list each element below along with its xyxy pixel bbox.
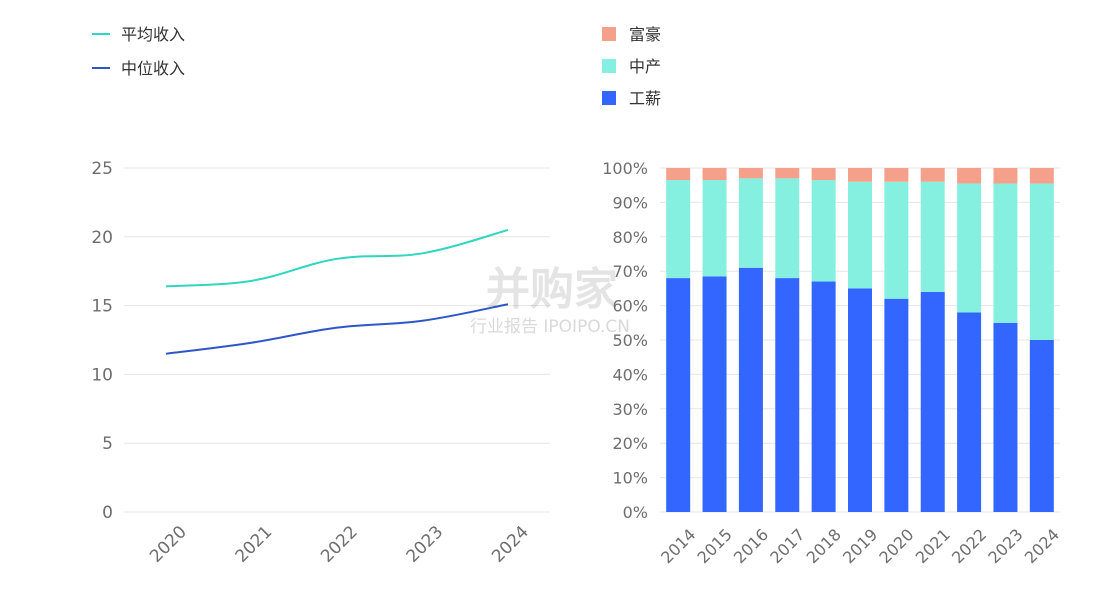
legend-label: 富豪 (629, 25, 661, 44)
bar-segment (848, 181, 872, 289)
x-tick-label: 2021 (912, 525, 954, 567)
bar-segment (884, 298, 909, 512)
bar-segment (920, 181, 945, 292)
bar-segment (1029, 168, 1054, 184)
y-tick-label: 5 (102, 434, 113, 454)
y-tick-label: 0% (623, 503, 648, 522)
x-tick-label: 2017 (766, 525, 808, 567)
y-tick-label: 30% (612, 400, 648, 419)
bar-segment (957, 168, 982, 184)
bar-segment (738, 168, 763, 179)
bar-segment (666, 278, 691, 512)
bar-segment (702, 276, 727, 512)
series-line (165, 303, 509, 355)
bar-segment (993, 183, 1018, 323)
bar-segment (702, 180, 727, 277)
bar-segment (738, 267, 763, 512)
y-tick-label: 10 (91, 365, 113, 385)
y-tick-label: 90% (612, 193, 648, 212)
bar-segment (775, 178, 800, 279)
x-tick-label: 2024 (1021, 525, 1063, 567)
bar-segment (702, 168, 727, 181)
bar-segment (1029, 340, 1054, 512)
bar-segment (738, 178, 763, 268)
bar-segment (666, 168, 691, 181)
bar-segment (811, 168, 836, 181)
x-tick-label: 2022 (948, 525, 990, 567)
bar-segment (811, 281, 836, 512)
bar-segment (920, 168, 945, 182)
y-tick-label: 100% (602, 159, 648, 178)
x-tick-label: 2018 (803, 525, 845, 567)
y-tick-label: 40% (612, 365, 648, 384)
y-tick-label: 50% (612, 331, 648, 350)
legend-label: 平均收入 (121, 25, 185, 44)
x-tick-label: 2020 (875, 525, 917, 567)
y-tick-label: 0 (102, 503, 113, 523)
y-tick-label: 20% (612, 434, 648, 453)
bar-segment (993, 168, 1018, 184)
stacked-bar-chart: 0%10%20%30%40%50%60%70%80%90%100%2014201… (602, 25, 1063, 567)
legend-label: 中产 (629, 57, 661, 76)
x-tick-label: 2019 (839, 525, 881, 567)
legend-swatch (602, 27, 616, 41)
bar-segment (848, 288, 872, 512)
watermark: 并购家 行业报告 IPOIPO.CN (470, 264, 630, 337)
series-line (165, 228, 509, 288)
bar-segment (957, 312, 982, 512)
y-tick-label: 80% (612, 228, 648, 247)
watermark-main: 并购家 (486, 264, 618, 315)
x-tick-label: 2023 (984, 525, 1026, 567)
y-tick-label: 20 (91, 228, 113, 248)
bar-segment (775, 168, 800, 179)
y-tick-label: 10% (612, 469, 648, 488)
legend-swatch (602, 59, 616, 73)
y-tick-label: 25 (91, 159, 113, 179)
bar-segment (666, 180, 691, 279)
y-tick-label: 70% (612, 262, 648, 281)
x-tick-label: 2015 (694, 525, 736, 567)
bar-segment (811, 180, 836, 282)
bar-segment (884, 181, 909, 299)
y-tick-label: 60% (612, 297, 648, 316)
bar-segment (993, 322, 1018, 512)
bar-segment (957, 183, 982, 313)
bar-segment (920, 291, 945, 512)
legend-label: 中位收入 (121, 59, 185, 78)
watermark-sub: 行业报告 IPOIPO.CN (470, 317, 630, 337)
x-tick-label: 2014 (657, 525, 699, 567)
x-tick-label: 2023 (403, 522, 448, 567)
y-tick-label: 15 (91, 297, 113, 317)
x-tick-label: 2021 (232, 522, 277, 567)
bar-segment (884, 168, 909, 182)
x-tick-label: 2016 (730, 525, 772, 567)
bar-segment (848, 168, 872, 182)
bar-segment (775, 278, 800, 512)
x-tick-label: 2024 (488, 522, 533, 567)
bar-segment (1029, 183, 1054, 340)
x-tick-label: 2022 (317, 522, 362, 567)
legend-label: 工薪 (629, 89, 661, 108)
legend-swatch (602, 91, 616, 105)
x-tick-label: 2020 (146, 522, 191, 567)
